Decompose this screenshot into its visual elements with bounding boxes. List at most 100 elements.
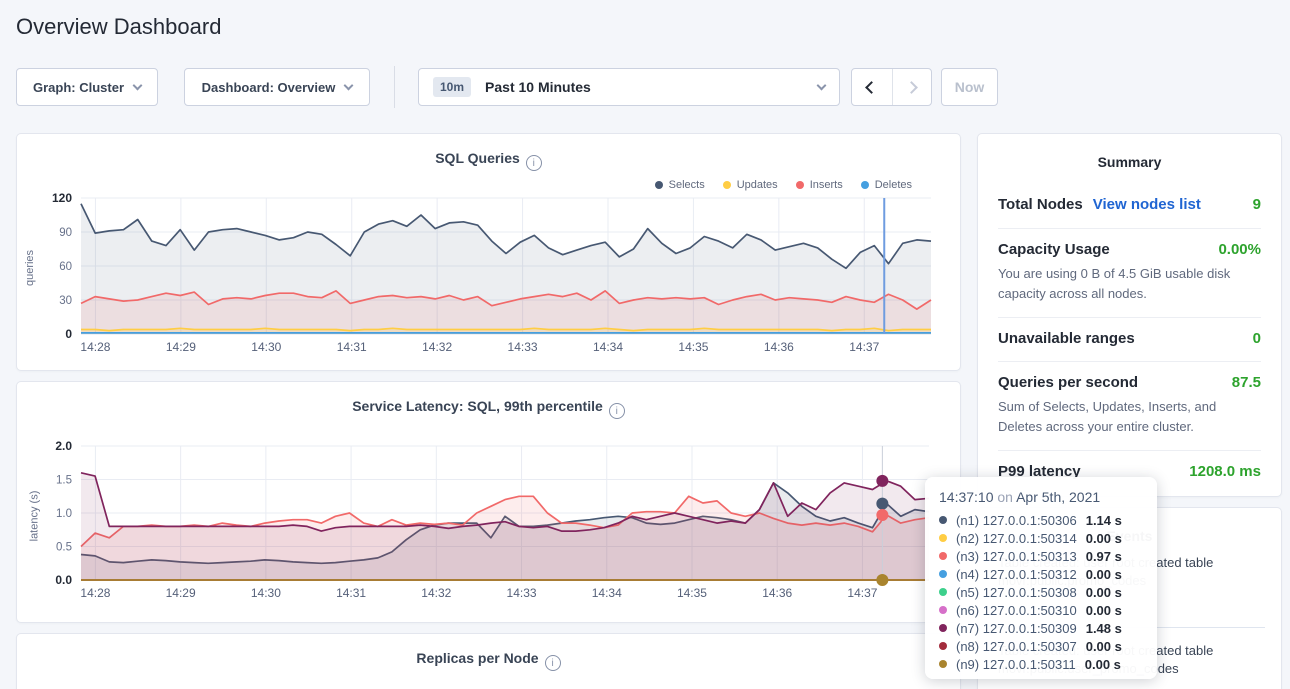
svg-text:14:31: 14:31: [336, 586, 366, 600]
svg-text:14:31: 14:31: [337, 340, 367, 354]
info-icon[interactable]: i: [525, 155, 542, 171]
series-dot-icon: [939, 534, 947, 542]
svg-text:14:33: 14:33: [508, 340, 538, 354]
sql-queries-chart[interactable]: 0 30 60 90 120 14:28 14:29 14:30 14:31 14:32 14:33…: [17, 134, 962, 372]
total-nodes-value: 9: [1252, 196, 1261, 213]
svg-text:14:30: 14:30: [251, 340, 281, 354]
svg-text:14:33: 14:33: [507, 586, 537, 600]
svg-text:14:37: 14:37: [849, 340, 879, 354]
svg-text:14:28: 14:28: [80, 586, 110, 600]
chevron-down-icon: [132, 80, 143, 90]
view-nodes-list-link[interactable]: View nodes list: [1092, 196, 1201, 213]
divider: [998, 317, 1261, 318]
summary-panel: Summary Total Nodes View nodes list 9 Cap…: [977, 133, 1282, 497]
unavailable-ranges-label: Unavailable ranges: [998, 330, 1135, 347]
series-dot-icon: [939, 570, 947, 578]
legend-item-selects[interactable]: Selects: [654, 179, 705, 191]
p99-latency-value: 1208.0 ms: [1189, 463, 1261, 480]
chevron-down-icon: [343, 80, 354, 90]
svg-text:0: 0: [65, 327, 72, 341]
legend-dot-icon: [722, 181, 731, 189]
total-nodes-label: Total Nodes View nodes list: [998, 196, 1201, 213]
tooltip-row: (n8) 127.0.0.1:50307 0.00 s: [939, 637, 1143, 655]
controls-divider: [394, 66, 395, 108]
dashboard-dropdown[interactable]: Dashboard: Overview: [184, 68, 370, 106]
tooltip-row: (n5) 127.0.0.1:50308 0.00 s: [939, 583, 1143, 601]
tooltip-row: (n1) 127.0.0.1:50306 1.14 s: [939, 511, 1143, 529]
svg-text:14:34: 14:34: [592, 586, 622, 600]
svg-text:14:35: 14:35: [678, 340, 708, 354]
svg-text:2.0: 2.0: [55, 439, 72, 453]
chart-hover-tooltip: 14:37:10 on Apr 5th, 2021 (n1) 127.0.0.1…: [925, 477, 1157, 679]
svg-text:14:36: 14:36: [764, 340, 794, 354]
svg-text:14:29: 14:29: [166, 586, 196, 600]
info-icon[interactable]: i: [608, 403, 625, 419]
chevron-down-icon: [816, 80, 827, 90]
series-dot-icon: [939, 660, 947, 668]
summary-title: Summary: [1097, 154, 1162, 170]
capacity-usage-label: Capacity Usage: [998, 241, 1110, 258]
time-range-badge: 10m: [433, 77, 472, 97]
legend-item-inserts[interactable]: Inserts: [795, 179, 843, 191]
tooltip-timestamp: 14:37:10 on Apr 5th, 2021: [939, 489, 1101, 505]
capacity-usage-value: 0.00%: [1218, 241, 1261, 258]
tooltip-row: (n3) 127.0.0.1:50313 0.97 s: [939, 547, 1143, 565]
svg-text:14:37: 14:37: [847, 586, 877, 600]
svg-text:0.0: 0.0: [55, 573, 72, 587]
svg-text:90: 90: [59, 227, 72, 239]
page-title: Overview Dashboard: [16, 14, 222, 39]
svg-text:0.5: 0.5: [56, 542, 72, 554]
qps-desc: Sum of Selects, Updates, Inserts, and De…: [998, 399, 1217, 434]
chevron-right-icon: [905, 80, 919, 94]
series-dot-icon: [939, 588, 947, 596]
svg-text:14:36: 14:36: [762, 586, 792, 600]
legend-item-updates[interactable]: Updates: [722, 179, 778, 191]
info-icon[interactable]: i: [544, 655, 561, 671]
qps-label: Queries per second: [998, 374, 1139, 391]
sql-queries-card: SQL Queries i Selects Updates Inserts Del…: [16, 133, 961, 371]
tooltip-row: (n9) 127.0.0.1:50311 0.00 s: [939, 655, 1143, 673]
tooltip-row: (n4) 127.0.0.1:50312 0.00 s: [939, 565, 1143, 583]
svg-text:14:32: 14:32: [421, 586, 451, 600]
tooltip-row: (n6) 127.0.0.1:50310 0.00 s: [939, 601, 1143, 619]
service-latency-chart[interactable]: 0.0 0.5 1.0 1.5 2.0 14:28 14:29 14:30 14:31 14:32…: [17, 382, 960, 622]
time-range-label: Past 10 Minutes: [485, 79, 591, 95]
svg-text:14:32: 14:32: [422, 340, 452, 354]
chart-legend: Selects Updates Inserts Deletes: [654, 179, 912, 191]
legend-item-deletes[interactable]: Deletes: [860, 179, 912, 191]
sql-queries-title: SQL Queries i: [17, 150, 960, 171]
now-button[interactable]: Now: [941, 68, 998, 106]
dashboard-dropdown-label: Dashboard: Overview: [201, 79, 336, 95]
legend-dot-icon: [654, 181, 663, 189]
svg-text:60: 60: [59, 261, 72, 273]
series-dot-icon: [939, 552, 947, 560]
replicas-per-node-title: Replicas per Node i: [17, 650, 960, 671]
time-forward-button[interactable]: [891, 69, 932, 105]
chevron-left-icon: [865, 80, 879, 94]
svg-text:14:30: 14:30: [251, 586, 281, 600]
time-range-selector[interactable]: 10m Past 10 Minutes: [418, 68, 840, 106]
capacity-usage-desc: You are using 0 B of 4.5 GiB usable disk…: [998, 266, 1231, 301]
time-back-button[interactable]: [852, 69, 892, 105]
legend-dot-icon: [860, 181, 869, 189]
svg-text:14:29: 14:29: [166, 340, 196, 354]
replicas-per-node-card: Replicas per Node i: [16, 633, 961, 689]
series-dot-icon: [939, 642, 947, 650]
series-dot-icon: [939, 606, 947, 614]
tooltip-row: (n7) 127.0.0.1:50309 1.48 s: [939, 619, 1143, 637]
graph-dropdown-label: Graph: Cluster: [32, 79, 124, 95]
svg-text:14:35: 14:35: [677, 586, 707, 600]
svg-text:14:34: 14:34: [593, 340, 623, 354]
svg-text:1.0: 1.0: [56, 508, 72, 520]
svg-text:30: 30: [59, 295, 72, 307]
p99-latency-label: P99 latency: [998, 463, 1081, 480]
divider: [998, 450, 1261, 451]
qps-value: 87.5: [1231, 374, 1261, 391]
svg-text:14:28: 14:28: [80, 340, 110, 354]
y-axis-label: queries: [24, 249, 37, 287]
tooltip-row: (n2) 127.0.0.1:50314 0.00 s: [939, 529, 1143, 547]
svg-text:1.5: 1.5: [56, 475, 72, 487]
service-latency-card: Service Latency: SQL, 99th percentile i l…: [16, 381, 961, 623]
svg-text:120: 120: [52, 191, 72, 205]
graph-dropdown[interactable]: Graph: Cluster: [16, 68, 158, 106]
